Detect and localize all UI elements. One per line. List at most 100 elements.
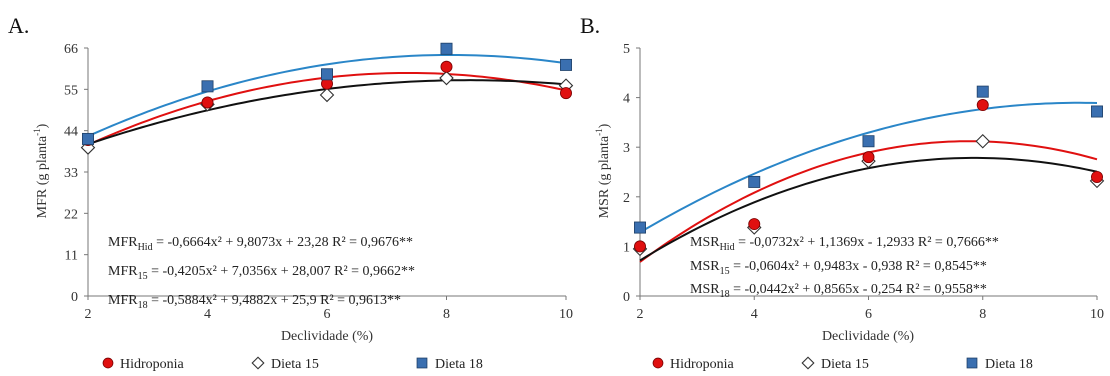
x-tick-label: 10 xyxy=(559,307,573,322)
equation-lhs: MSR xyxy=(690,259,720,274)
panel-letter: A. xyxy=(8,13,29,38)
regression-equation: MFR15 = -0,4205x² + 7,0356x + 28,007 R² … xyxy=(108,264,415,282)
legend-label: Hidroponia xyxy=(120,357,185,372)
data-point-circle xyxy=(748,218,761,231)
equation-lhs: MSR xyxy=(690,235,720,250)
x-tick-label: 4 xyxy=(204,307,211,322)
regression-equation: MSR18 = -0,0442x² + 0,8565x - 0,254 R² =… xyxy=(690,282,987,300)
legend-label: Hidroponia xyxy=(670,357,735,372)
chart-panel-b: B. 0 1 2 3 4 5 2 4 6 8 10 Declividade (%) MSR (g p… xyxy=(580,13,1105,344)
equation-rhs: = -0,4205x² + 7,0356x + 28,007 R² = 0,96… xyxy=(148,264,415,279)
fit-curve-2 xyxy=(639,101,1098,234)
equation-subscript: 15 xyxy=(138,271,148,282)
y-axis-label-end: ) xyxy=(597,123,612,128)
x-tick-label: 10 xyxy=(1090,307,1104,322)
equation-rhs: = -0,5884x² + 9,4882x + 25,9 R² = 0,9613… xyxy=(148,293,401,308)
x-tick-label: 8 xyxy=(979,307,986,322)
y-axis-label-main: MFR (g planta xyxy=(35,135,50,218)
y-axis-label-sup: -1 xyxy=(32,128,42,136)
legend-label: Dieta 18 xyxy=(985,357,1033,372)
x-tick-label: 2 xyxy=(637,307,644,322)
y-axis-label-sup: -1 xyxy=(594,128,604,136)
data-point-square xyxy=(748,175,761,188)
data-point-circle xyxy=(201,96,214,109)
equation-rhs: = -0,0442x² + 0,8565x - 0,254 R² = 0,955… xyxy=(730,282,987,297)
equation-rhs: = -0,0604x² + 0,9483x - 0,938 R² = 0,854… xyxy=(730,259,987,274)
y-tick-label: 5 xyxy=(623,42,630,57)
equation-subscript: 15 xyxy=(720,266,730,277)
x-axis-label: Declividade (%) xyxy=(281,329,373,344)
equations: MSRHid = -0,0732x² + 1,1369x - 1,2933 R²… xyxy=(690,235,999,300)
y-tick-label: 11 xyxy=(65,249,78,264)
y-tick-label: 0 xyxy=(623,290,630,305)
y-axis-label: MFR (g planta-1) xyxy=(32,123,50,218)
data-point-circle xyxy=(1091,170,1103,183)
y-tick-label: 3 xyxy=(623,141,630,156)
regression-equation: MFRHid = -0,6664x² + 9,8073x + 23,28 R² … xyxy=(108,235,413,253)
data-point-diamond xyxy=(80,140,96,155)
data-point-diamond xyxy=(975,133,991,149)
y-axis-label-main: MSR (g planta xyxy=(597,135,612,218)
legend-marker-square xyxy=(966,357,978,369)
data-point-circle xyxy=(634,240,646,253)
y-tick-label: 55 xyxy=(64,83,78,98)
data-point-square xyxy=(976,85,989,98)
x-axis-label: Declividade (%) xyxy=(822,329,914,344)
y-tick-label: 0 xyxy=(71,290,78,305)
legend-label: Dieta 18 xyxy=(435,357,483,372)
equation-subscript: 18 xyxy=(720,289,730,300)
data-point-circle xyxy=(560,87,572,100)
equation-lhs: MFR xyxy=(108,293,138,308)
legend-b: Hidroponia Dieta 15 Dieta 18 xyxy=(652,356,1033,372)
data-point-circle xyxy=(862,151,875,164)
x-tick-label: 4 xyxy=(751,307,758,322)
data-point-circle xyxy=(440,60,453,73)
legend-marker-square xyxy=(416,357,428,369)
data-point-square xyxy=(201,80,214,93)
regression-equation: MSR15 = -0,0604x² + 0,9483x - 0,938 R² =… xyxy=(690,259,987,277)
legend-label: Dieta 15 xyxy=(821,357,869,372)
data-point-square xyxy=(82,132,94,145)
data-point-square xyxy=(1091,105,1103,118)
data-point-square xyxy=(634,221,646,234)
data-point-diamond xyxy=(319,87,335,103)
legend-marker-diamond xyxy=(251,356,265,370)
plot-area: 0 11 22 33 44 55 66 2 4 6 8 10 xyxy=(64,42,574,322)
y-tick-label: 66 xyxy=(64,42,78,57)
equation-subscript: Hid xyxy=(720,242,735,253)
x-tick-label: 2 xyxy=(85,307,92,322)
y-axis-label: MSR (g planta-1) xyxy=(594,123,612,218)
legend-marker-diamond xyxy=(801,356,815,370)
equation-lhs: MFR xyxy=(108,264,138,279)
equations: MFRHid = -0,6664x² + 9,8073x + 23,28 R² … xyxy=(108,235,415,311)
data-point-square xyxy=(440,42,453,55)
equation-lhs: MSR xyxy=(690,282,720,297)
equation-rhs: = -0,6664x² + 9,8073x + 23,28 R² = 0,967… xyxy=(153,235,413,250)
regression-equation: MFR18 = -0,5884x² + 9,4882x + 25,9 R² = … xyxy=(108,293,401,311)
equation-subscript: Hid xyxy=(138,242,153,253)
data-point-square xyxy=(862,135,875,148)
equation-lhs: MFR xyxy=(108,235,138,250)
regression-equation: MSRHid = -0,0732x² + 1,1369x - 1,2933 R²… xyxy=(690,235,999,253)
y-tick-label: 1 xyxy=(623,240,630,255)
plot-area: 0 1 2 3 4 5 2 4 6 8 10 xyxy=(623,42,1105,322)
x-tick-label: 6 xyxy=(865,307,872,322)
legend-a: Hidroponia Dieta 15 Dieta 18 xyxy=(102,356,483,372)
data-point-circle xyxy=(976,99,989,112)
y-axis-label-end: ) xyxy=(35,123,50,128)
x-tick-label: 8 xyxy=(443,307,450,322)
y-tick-label: 44 xyxy=(64,125,78,140)
y-tick-label: 22 xyxy=(64,207,78,222)
x-tick-label: 6 xyxy=(324,307,331,322)
data-point-square xyxy=(560,58,572,71)
legend-marker-circle xyxy=(652,357,664,369)
y-tick-label: 4 xyxy=(623,92,630,107)
data-point-diamond xyxy=(439,70,454,86)
y-tick-label: 2 xyxy=(623,191,630,206)
legend-label: Dieta 15 xyxy=(271,357,319,372)
y-tick-label: 33 xyxy=(64,166,78,181)
equation-rhs: = -0,0732x² + 1,1369x - 1,2933 R² = 0,76… xyxy=(735,235,999,250)
legend-marker-circle xyxy=(102,357,114,369)
data-point-square xyxy=(321,68,333,81)
